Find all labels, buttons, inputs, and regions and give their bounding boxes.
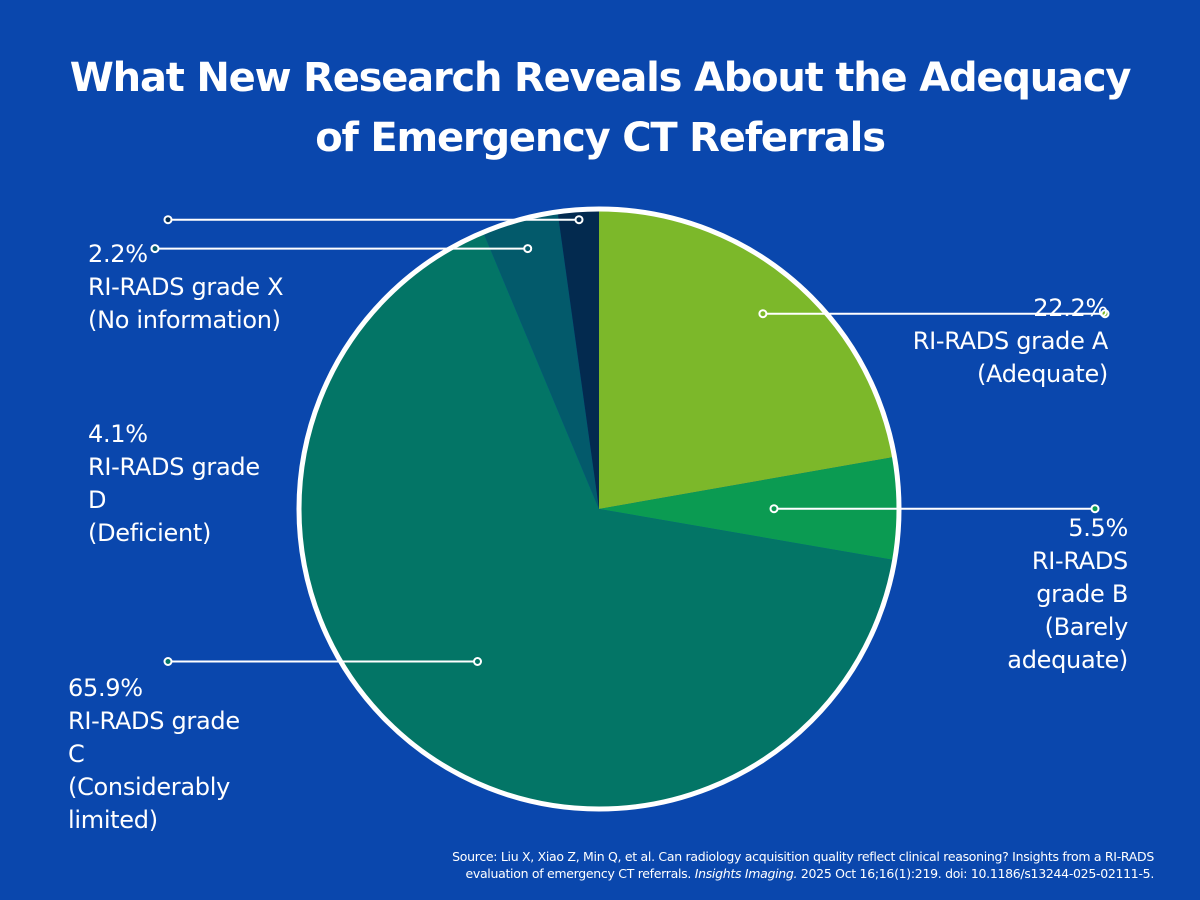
source-line-2: evaluation of emergency CT referrals. In… [254,865,1154,882]
pie-slice-grade-b [599,456,899,561]
source-prefix: evaluation of emergency CT referrals. [465,866,695,881]
pie-slice-grade-a [599,209,895,509]
label-grade-c-name-line: (Considerably [68,773,230,801]
label-grade-c-percent: 65.9% [68,674,143,702]
label-grade-a-percent: 22.2% [1033,294,1108,322]
leader-line-grade-x [163,215,584,225]
label-grade-b-name-line: adequate) [1007,646,1128,674]
label-grade-x-name-line: (No information) [88,306,281,334]
label-grade-d: 4.1% RI-RADS grade D (Deficient) [88,418,260,550]
source-journal: Insights Imaging. [694,866,798,881]
label-grade-a-name-line: (Adequate) [976,360,1108,388]
label-grade-x-name-line: RI-RADS grade X [88,273,284,301]
label-grade-a-name-line: RI-RADS grade A [912,327,1109,355]
leader-line-grade-c [163,657,482,666]
leader-line-grade-b [769,504,1100,514]
source-line-1: Source: Liu X, Xiao Z, Min Q, et al. Can… [452,849,1154,864]
label-grade-d-name-line: RI-RADS grade [88,453,260,481]
label-grade-c: 65.9% RI-RADS grade C (Considerably limi… [68,672,240,837]
label-grade-d-percent: 4.1% [88,420,148,448]
label-grade-a: 22.2% RI-RADS grade A (Adequate) [912,292,1109,391]
source-suffix: 2025 Oct 16;16(1):219. doi: 10.1186/s132… [797,866,1154,881]
source-citation: Source: Liu X, Xiao Z, Min Q, et al. Can… [254,848,1154,882]
label-grade-b-name-line: RI-RADS [1031,547,1128,575]
label-grade-d-name-line: D [88,486,107,514]
label-grade-b: 5.5% RI-RADS grade B (Barely adequate) [1007,512,1128,677]
leader-line-grade-a [758,309,1110,319]
label-grade-b-name-line: grade B [1036,580,1128,608]
label-grade-b-percent: 5.5% [1068,514,1128,542]
pie-slice-grade-x [557,209,599,509]
label-grade-c-name-line: RI-RADS grade [68,707,240,735]
label-grade-x: 2.2% RI-RADS grade X (No information) [88,238,284,337]
label-grade-d-name-line: (Deficient) [88,519,212,547]
label-grade-c-name-line: C [68,740,85,768]
pie-slice-grade-d [483,211,599,509]
chart-title: What New Research Reveals About the Adeq… [69,55,1132,161]
label-grade-c-name-line: limited) [68,806,158,834]
leader-line-grade-d [150,244,533,254]
label-grade-x-percent: 2.2% [88,240,148,268]
pie-slice-grade-c [298,232,895,809]
label-grade-b-name-line: (Barely [1044,613,1129,641]
